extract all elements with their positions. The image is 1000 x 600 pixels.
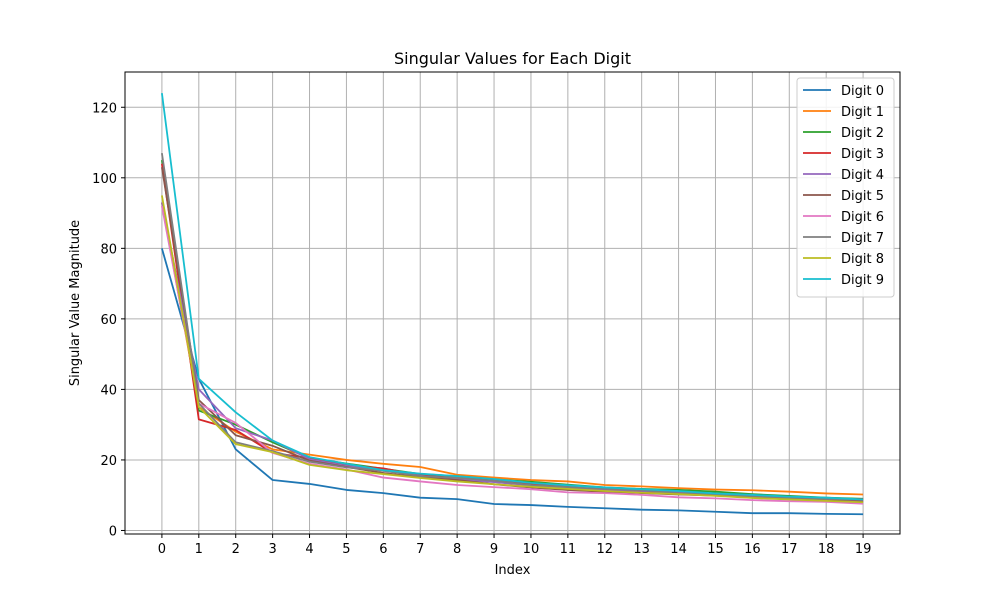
legend: Digit 0 Digit 1 Digit 2 Digit 3 Digit 4 Digit… bbox=[796, 77, 895, 298]
x-tick-label: 7 bbox=[416, 542, 424, 557]
x-tick-label: 4 bbox=[305, 542, 313, 557]
x-tick-label: 11 bbox=[560, 542, 577, 557]
legend-label: Digit 9 bbox=[841, 273, 884, 288]
y-tick-label: 40 bbox=[100, 383, 117, 398]
y-tick-label: 60 bbox=[100, 313, 117, 328]
legend-label: Digit 3 bbox=[841, 147, 884, 162]
x-tick-label: 15 bbox=[707, 542, 724, 557]
x-tick-label: 1 bbox=[195, 542, 203, 557]
x-tick-label: 16 bbox=[744, 542, 761, 557]
y-axis-ticks: 0 20 40 60 80 100 120 bbox=[92, 101, 125, 539]
x-tick-label: 8 bbox=[453, 542, 461, 557]
x-tick-label: 19 bbox=[855, 542, 872, 557]
x-tick-label: 14 bbox=[670, 542, 687, 557]
x-tick-label: 0 bbox=[158, 542, 166, 557]
x-tick-label: 10 bbox=[523, 542, 540, 557]
series-line-digit-7 bbox=[161, 152, 864, 501]
grid-lines bbox=[125, 72, 900, 534]
x-tick-label: 6 bbox=[379, 542, 387, 557]
legend-label: Digit 6 bbox=[841, 210, 884, 225]
legend-label: Digit 8 bbox=[841, 252, 884, 267]
plot-frame bbox=[124, 71, 901, 535]
x-tick-label: 9 bbox=[490, 542, 498, 557]
series-line-digit-8 bbox=[161, 195, 864, 504]
chart-title: Singular Values for Each Digit bbox=[394, 49, 631, 68]
y-tick-label: 100 bbox=[92, 172, 117, 187]
legend-label: Digit 0 bbox=[841, 84, 884, 99]
x-tick-label: 13 bbox=[633, 542, 650, 557]
series-lines bbox=[161, 93, 864, 516]
legend-label: Digit 7 bbox=[841, 231, 884, 246]
series-line-digit-1 bbox=[161, 202, 864, 496]
series-line-digit-0 bbox=[161, 248, 864, 516]
y-tick-label: 0 bbox=[109, 524, 117, 539]
legend-label: Digit 5 bbox=[841, 189, 884, 204]
x-axis-ticks: 0 1 2 3 4 5 6 7 8 9 10 11 12 13 14 15 16 17 18 19 bbox=[158, 534, 872, 557]
legend-label: Digit 1 bbox=[841, 105, 884, 120]
x-tick-label: 3 bbox=[268, 542, 276, 557]
y-tick-label: 20 bbox=[100, 454, 117, 469]
x-axis-label: Index bbox=[495, 563, 531, 578]
y-axis-label: Singular Value Magnitude bbox=[68, 220, 83, 386]
legend-label: Digit 2 bbox=[841, 126, 884, 141]
x-tick-label: 2 bbox=[232, 542, 240, 557]
x-tick-label: 17 bbox=[781, 542, 798, 557]
series-line-digit-9 bbox=[161, 93, 864, 501]
x-tick-label: 12 bbox=[596, 542, 613, 557]
x-tick-label: 18 bbox=[818, 542, 835, 557]
y-tick-label: 120 bbox=[92, 101, 117, 116]
x-tick-label: 5 bbox=[342, 542, 350, 557]
y-tick-label: 80 bbox=[100, 242, 117, 257]
legend-label: Digit 4 bbox=[841, 168, 884, 183]
